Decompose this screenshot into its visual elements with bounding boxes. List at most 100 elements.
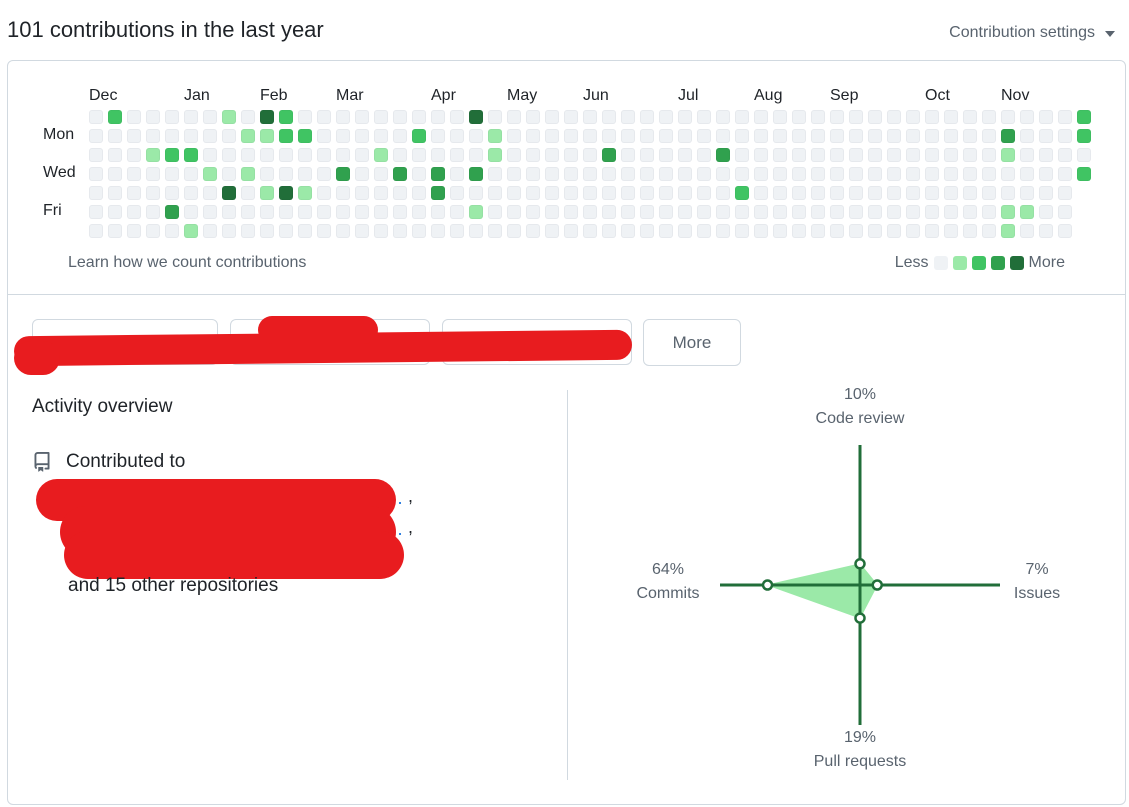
contribution-day[interactable] xyxy=(754,224,768,238)
contribution-day[interactable] xyxy=(811,129,825,143)
contribution-day[interactable] xyxy=(754,110,768,124)
contribution-day[interactable] xyxy=(906,224,920,238)
contribution-day[interactable] xyxy=(374,148,388,162)
contribution-day[interactable] xyxy=(374,186,388,200)
contribution-day[interactable] xyxy=(127,167,141,181)
contribution-day[interactable] xyxy=(697,110,711,124)
contribution-day[interactable] xyxy=(830,186,844,200)
contribution-day[interactable] xyxy=(355,129,369,143)
contribution-day[interactable] xyxy=(1020,186,1034,200)
contribution-day[interactable] xyxy=(1001,167,1015,181)
contribution-day[interactable] xyxy=(279,110,293,124)
contribution-day[interactable] xyxy=(317,224,331,238)
contribution-day[interactable] xyxy=(89,167,103,181)
contribution-day[interactable] xyxy=(355,205,369,219)
contribution-day[interactable] xyxy=(279,167,293,181)
contribution-day[interactable] xyxy=(906,110,920,124)
contribution-day[interactable] xyxy=(640,205,654,219)
contribution-day[interactable] xyxy=(89,110,103,124)
contribution-day[interactable] xyxy=(564,148,578,162)
contribution-day[interactable] xyxy=(222,110,236,124)
contribution-day[interactable] xyxy=(355,148,369,162)
contribution-day[interactable] xyxy=(1020,110,1034,124)
contribution-day[interactable] xyxy=(1058,205,1072,219)
contribution-day[interactable] xyxy=(1058,167,1072,181)
contribution-day[interactable] xyxy=(583,186,597,200)
contribution-day[interactable] xyxy=(982,186,996,200)
contribution-day[interactable] xyxy=(298,224,312,238)
contribution-day[interactable] xyxy=(146,110,160,124)
contribution-day[interactable] xyxy=(659,148,673,162)
contribution-day[interactable] xyxy=(1039,205,1053,219)
contribution-day[interactable] xyxy=(716,186,730,200)
contribution-day[interactable] xyxy=(1077,129,1091,143)
contribution-day[interactable] xyxy=(621,129,635,143)
contribution-day[interactable] xyxy=(583,129,597,143)
contribution-day[interactable] xyxy=(1001,186,1015,200)
contribution-day[interactable] xyxy=(469,129,483,143)
contribution-day[interactable] xyxy=(412,186,426,200)
contribution-day[interactable] xyxy=(146,129,160,143)
contribution-day[interactable] xyxy=(431,167,445,181)
contribution-day[interactable] xyxy=(545,205,559,219)
contribution-day[interactable] xyxy=(659,167,673,181)
contribution-day[interactable] xyxy=(298,186,312,200)
contribution-day[interactable] xyxy=(697,205,711,219)
contribution-day[interactable] xyxy=(89,224,103,238)
contribution-day[interactable] xyxy=(336,167,350,181)
contribution-day[interactable] xyxy=(146,205,160,219)
contribution-day[interactable] xyxy=(621,167,635,181)
contribution-day[interactable] xyxy=(393,129,407,143)
contribution-day[interactable] xyxy=(735,186,749,200)
contribution-day[interactable] xyxy=(735,205,749,219)
contribution-day[interactable] xyxy=(526,110,540,124)
contribution-day[interactable] xyxy=(697,186,711,200)
contribution-day[interactable] xyxy=(716,205,730,219)
contribution-day[interactable] xyxy=(849,167,863,181)
contribution-day[interactable] xyxy=(1039,224,1053,238)
contribution-day[interactable] xyxy=(602,205,616,219)
contribution-day[interactable] xyxy=(1039,129,1053,143)
contribution-day[interactable] xyxy=(203,148,217,162)
more-button[interactable]: More xyxy=(643,319,741,366)
contribution-day[interactable] xyxy=(184,186,198,200)
contribution-day[interactable] xyxy=(735,110,749,124)
contribution-day[interactable] xyxy=(89,129,103,143)
contribution-day[interactable] xyxy=(488,110,502,124)
contribution-day[interactable] xyxy=(317,186,331,200)
contribution-day[interactable] xyxy=(336,110,350,124)
contribution-day[interactable] xyxy=(127,186,141,200)
contribution-day[interactable] xyxy=(621,205,635,219)
contribution-day[interactable] xyxy=(393,205,407,219)
contribution-day[interactable] xyxy=(868,224,882,238)
contribution-day[interactable] xyxy=(678,129,692,143)
contribution-day[interactable] xyxy=(450,110,464,124)
contribution-day[interactable] xyxy=(526,167,540,181)
contribution-day[interactable] xyxy=(678,224,692,238)
contribution-day[interactable] xyxy=(735,129,749,143)
contribution-day[interactable] xyxy=(412,110,426,124)
contribution-day[interactable] xyxy=(260,110,274,124)
contribution-day[interactable] xyxy=(1001,110,1015,124)
contribution-day[interactable] xyxy=(583,224,597,238)
contribution-day[interactable] xyxy=(298,148,312,162)
contribution-day[interactable] xyxy=(1039,148,1053,162)
contribution-day[interactable] xyxy=(298,205,312,219)
contribution-day[interactable] xyxy=(602,224,616,238)
contribution-day[interactable] xyxy=(260,186,274,200)
contribution-day[interactable] xyxy=(241,205,255,219)
contribution-day[interactable] xyxy=(450,186,464,200)
contribution-day[interactable] xyxy=(830,129,844,143)
contribution-day[interactable] xyxy=(830,110,844,124)
contribution-day[interactable] xyxy=(146,148,160,162)
contribution-day[interactable] xyxy=(735,167,749,181)
contribution-day[interactable] xyxy=(165,110,179,124)
contribution-day[interactable] xyxy=(849,224,863,238)
contribution-day[interactable] xyxy=(298,129,312,143)
contribution-day[interactable] xyxy=(203,205,217,219)
contribution-day[interactable] xyxy=(906,167,920,181)
contribution-day[interactable] xyxy=(203,110,217,124)
contribution-day[interactable] xyxy=(659,129,673,143)
contribution-day[interactable] xyxy=(1077,167,1091,181)
contribution-day[interactable] xyxy=(754,167,768,181)
